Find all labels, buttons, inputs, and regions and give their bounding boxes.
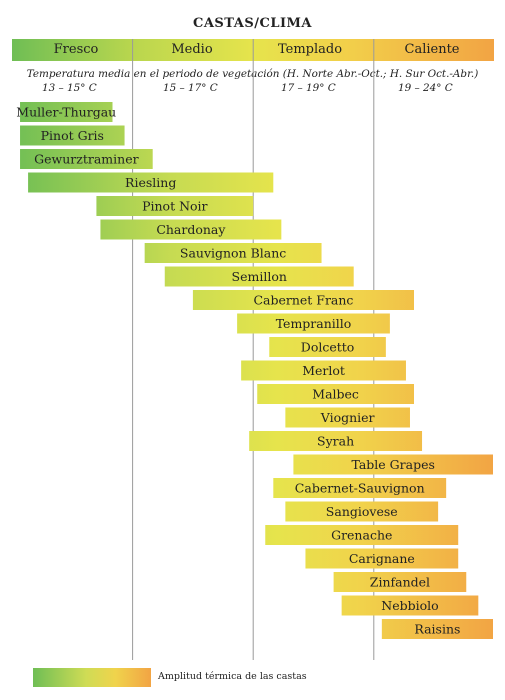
- variety-label: Dolcetto: [301, 340, 355, 355]
- variety-bar: [28, 172, 274, 193]
- variety-bar-group: Nebbiolo: [341, 595, 479, 616]
- variety-label: Gewurztraminer: [34, 152, 138, 167]
- variety-bar-group: Sangiovese: [285, 501, 439, 522]
- variety-bar: [257, 384, 414, 404]
- chart-title: CASTAS/CLIMA: [192, 16, 313, 31]
- variety-bar-group: Cabernet Franc: [192, 290, 414, 310]
- variety-bar: [265, 525, 459, 545]
- variety-bar: [333, 572, 467, 592]
- variety-label: Nebbiolo: [381, 598, 438, 613]
- variety-label: Tempranillo: [276, 316, 352, 331]
- variety-bar: [100, 219, 282, 240]
- variety-bar: [237, 313, 390, 334]
- range-label-medio: 15 – 17° C: [163, 82, 218, 94]
- zone-label-fresco: Fresco: [53, 42, 99, 57]
- variety-bar: [96, 196, 254, 216]
- variety-bar-group: Sauvignon Blanc: [144, 243, 322, 263]
- range-label-fresco: 13 – 15° C: [42, 82, 97, 94]
- variety-label: Syrah: [317, 434, 354, 449]
- variety-label: Carignane: [349, 551, 415, 566]
- variety-bar-group: Merlot: [241, 360, 406, 381]
- variety-bar: [269, 337, 386, 357]
- variety-bar: [192, 290, 414, 310]
- variety-bar-group: Chardonay: [100, 219, 282, 240]
- variety-bar: [273, 478, 447, 498]
- variety-bar-group: Cabernet-Sauvignon: [273, 478, 447, 498]
- variety-label: Grenache: [331, 528, 392, 543]
- variety-bar-group: Riesling: [28, 172, 274, 193]
- variety-label: Semillon: [232, 269, 287, 284]
- variety-bar: [20, 102, 113, 122]
- variety-bar-group: Table Grapes: [293, 454, 493, 475]
- variety-bar: [285, 501, 439, 522]
- variety-label: Raisins: [414, 622, 460, 637]
- variety-label: Table Grapes: [351, 457, 434, 472]
- variety-bar-group: Malbec: [257, 384, 414, 404]
- variety-label: Pinot Noir: [142, 199, 207, 214]
- variety-label: Muller-Thurgau: [16, 105, 116, 120]
- variety-bar: [305, 548, 459, 569]
- variety-bar: [381, 619, 493, 639]
- variety-bar: [164, 266, 354, 287]
- variety-bar: [293, 454, 493, 475]
- variety-bar: [341, 595, 479, 616]
- variety-bar: [249, 431, 423, 451]
- variety-label: Chardonay: [156, 222, 226, 237]
- variety-bar-group: Semillon: [164, 266, 354, 287]
- range-label-caliente: 19 – 24° C: [398, 82, 453, 94]
- variety-label: Pinot Gris: [41, 128, 104, 143]
- variety-bar: [144, 243, 322, 263]
- variety-label: Malbec: [312, 387, 359, 402]
- legend-swatch: [33, 668, 151, 687]
- zone-label-medio: Medio: [171, 42, 213, 57]
- variety-label: Riesling: [125, 175, 176, 190]
- variety-label: Cabernet-Sauvignon: [295, 481, 425, 496]
- variety-bar-group: Pinot Noir: [96, 196, 254, 216]
- variety-label: Merlot: [302, 363, 345, 378]
- zone-label-templado: Templado: [277, 42, 343, 57]
- variety-bar-group: Grenache: [265, 525, 459, 545]
- variety-bar-group: Gewurztraminer: [20, 149, 153, 169]
- range-label-templado: 17 – 19° C: [281, 82, 336, 94]
- variety-bar: [20, 149, 153, 169]
- variety-bar-group: Raisins: [381, 619, 493, 639]
- variety-bar-group: Dolcetto: [269, 337, 386, 357]
- variety-label: Zinfandel: [370, 575, 430, 590]
- variety-bar-group: Syrah: [249, 431, 423, 451]
- variety-bar-group: Tempranillo: [237, 313, 390, 334]
- variety-label: Sauvignon Blanc: [180, 246, 286, 261]
- variety-label: Viognier: [320, 410, 375, 425]
- variety-bar-group: Zinfandel: [333, 572, 467, 592]
- variety-bar-group: Pinot Gris: [20, 125, 125, 146]
- variety-label: Sangiovese: [326, 504, 398, 519]
- legend-label: Amplitud térmica de las castas: [158, 671, 307, 682]
- variety-bar: [20, 125, 125, 146]
- variety-bar: [285, 407, 410, 428]
- variety-bar-group: Carignane: [305, 548, 459, 569]
- variety-bar: [241, 360, 406, 381]
- variety-bar-group: Viognier: [285, 407, 410, 428]
- variety-bar-group: Muller-Thurgau: [16, 102, 116, 122]
- chart-subtitle: Temperatura media en el periodo de veget…: [26, 68, 479, 80]
- variety-label: Cabernet Franc: [253, 293, 353, 308]
- zone-label-caliente: Caliente: [404, 42, 460, 57]
